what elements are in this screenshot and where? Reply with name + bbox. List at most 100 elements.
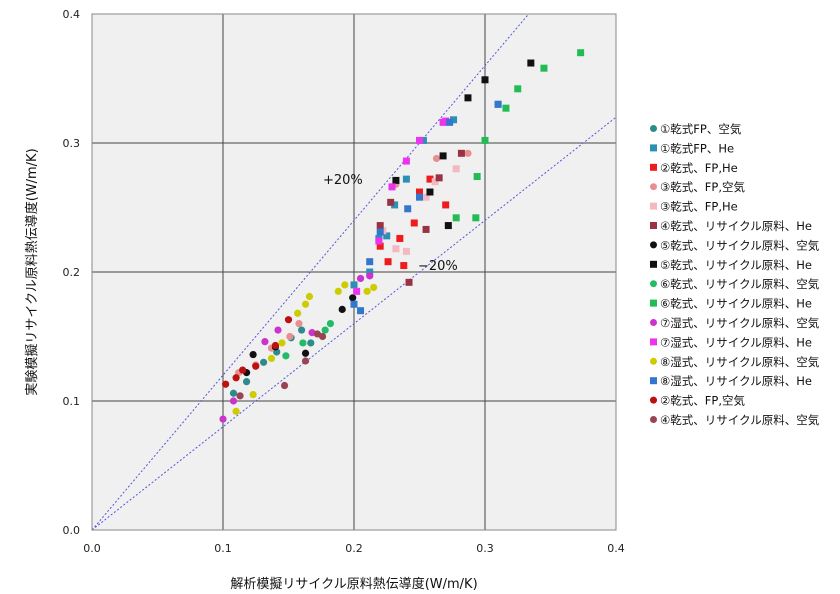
data-point-series-7: [439, 152, 447, 160]
data-point-series-0: [242, 378, 251, 386]
data-point-series-2: [396, 234, 404, 242]
data-point-series-1: [383, 232, 391, 240]
data-point-series-1: [419, 136, 427, 144]
legend-label: ③乾式、FP,He: [660, 200, 738, 214]
legend-marker: [650, 377, 657, 385]
data-point-series-5: [457, 149, 465, 157]
data-point-series-6: [249, 350, 257, 359]
data-point-series-9: [481, 136, 489, 144]
legend-marker: [650, 163, 657, 171]
legend-label: ②乾式、FP,空気: [660, 394, 746, 408]
minus-20-label: −20%: [418, 259, 458, 274]
data-point-series-1: [402, 175, 410, 183]
data-point-series-7: [481, 76, 489, 84]
data-point-series-12: [341, 281, 349, 289]
data-point-series-7: [392, 176, 400, 184]
data-point-series-3: [432, 154, 441, 163]
reference-line: [92, 14, 530, 530]
y-axis-label: 実験模擬リサイクル原料熱伝導度(W/m/K): [24, 148, 40, 395]
data-point-series-10: [274, 326, 282, 334]
x-tick-label: 0.3: [476, 542, 494, 555]
data-point-series-5: [435, 174, 443, 182]
legend-label: ①乾式FP、He: [660, 141, 734, 155]
data-point-series-12: [363, 287, 371, 295]
data-point-series-12: [305, 292, 314, 301]
data-point-series-0: [260, 358, 268, 366]
data-point-series-12: [232, 407, 240, 415]
legend-label: ⑤乾式、リサイクル原料、空気: [660, 238, 820, 252]
data-point-series-14: [232, 374, 240, 382]
data-point-series-8: [321, 326, 329, 334]
x-tick-label: 0.2: [345, 542, 363, 555]
legend: ①乾式FP、空気 ①乾式FP、He ②乾式、FP,He ③乾式、FP,空気 ③乾式、FP…: [650, 122, 820, 427]
grid: [92, 14, 616, 530]
data-point-series-14: [222, 380, 230, 388]
y-tick-label: 0.1: [63, 395, 81, 408]
data-point-series-11: [442, 117, 450, 125]
data-point-series-15: [280, 381, 289, 390]
data-point-series-7: [444, 222, 452, 230]
data-point-series-8: [326, 320, 335, 328]
data-point-series-5: [387, 198, 395, 206]
data-points: [219, 49, 585, 423]
data-point-series-14: [239, 366, 247, 374]
legend-label: ⑧湿式、リサイクル原料、空気: [660, 355, 820, 369]
data-point-series-2: [376, 242, 384, 250]
data-point-series-15: [236, 392, 244, 400]
y-tick-label: 0.0: [63, 524, 81, 537]
x-axis-label: 解析模擬リサイクル原料熱伝導度(W/m/K): [230, 576, 477, 592]
data-point-series-2: [442, 201, 450, 209]
y-tick-label: 0.2: [63, 266, 81, 279]
legend-label: ④乾式、リサイクル原料、He: [660, 219, 812, 233]
data-point-series-13: [366, 258, 374, 266]
legend-label: ⑤乾式、リサイクル原料、He: [660, 258, 812, 272]
data-point-series-8: [299, 339, 307, 347]
data-point-series-1: [450, 116, 458, 124]
data-point-series-7: [464, 94, 472, 102]
legend-marker: [650, 144, 657, 152]
data-point-series-10: [229, 397, 238, 405]
legend-marker: [650, 260, 657, 268]
data-point-series-1: [391, 201, 399, 209]
x-tick-label: 0.0: [83, 542, 101, 555]
data-point-series-14: [284, 316, 293, 324]
data-point-series-9: [514, 85, 522, 93]
data-point-series-2: [384, 258, 392, 266]
plot-border: [91, 13, 617, 531]
data-point-series-4: [422, 193, 430, 201]
legend-marker: [650, 299, 657, 307]
data-point-series-0: [307, 339, 315, 347]
legend-label: ④乾式、リサイクル原料、空気: [660, 413, 820, 427]
plus-20-label: +20%: [323, 173, 363, 188]
legend-marker: [650, 222, 657, 229]
data-point-series-11: [416, 136, 423, 144]
data-point-series-9: [540, 64, 548, 72]
data-point-series-1: [366, 268, 374, 276]
data-point-series-4: [431, 178, 439, 186]
data-point-series-5: [422, 225, 430, 233]
data-point-series-12: [334, 287, 342, 295]
data-point-series-9: [502, 104, 510, 112]
data-point-series-11: [353, 287, 361, 295]
legend-marker: [650, 357, 657, 365]
annotations: +20% −20%: [323, 173, 458, 274]
legend-marker: [650, 183, 657, 191]
data-point-series-13: [376, 228, 384, 236]
data-point-series-10: [261, 338, 269, 346]
legend-marker: [650, 396, 657, 404]
legend-label: ⑥乾式、リサイクル原料、空気: [660, 277, 820, 291]
data-point-series-7: [527, 59, 535, 67]
data-point-series-14: [252, 362, 260, 370]
data-point-series-0: [229, 389, 238, 397]
data-point-series-11: [402, 157, 410, 165]
data-point-series-2: [400, 262, 408, 270]
reference-line: [92, 116, 616, 530]
data-point-series-4: [392, 245, 400, 253]
legend-marker: [650, 241, 657, 249]
data-point-series-2: [410, 219, 418, 227]
legend-marker: [650, 338, 657, 346]
data-point-series-13: [357, 307, 365, 315]
data-point-series-13: [416, 193, 423, 201]
data-point-series-4: [452, 165, 460, 173]
legend-label: ⑦湿式、リサイクル原料、空気: [660, 316, 820, 330]
